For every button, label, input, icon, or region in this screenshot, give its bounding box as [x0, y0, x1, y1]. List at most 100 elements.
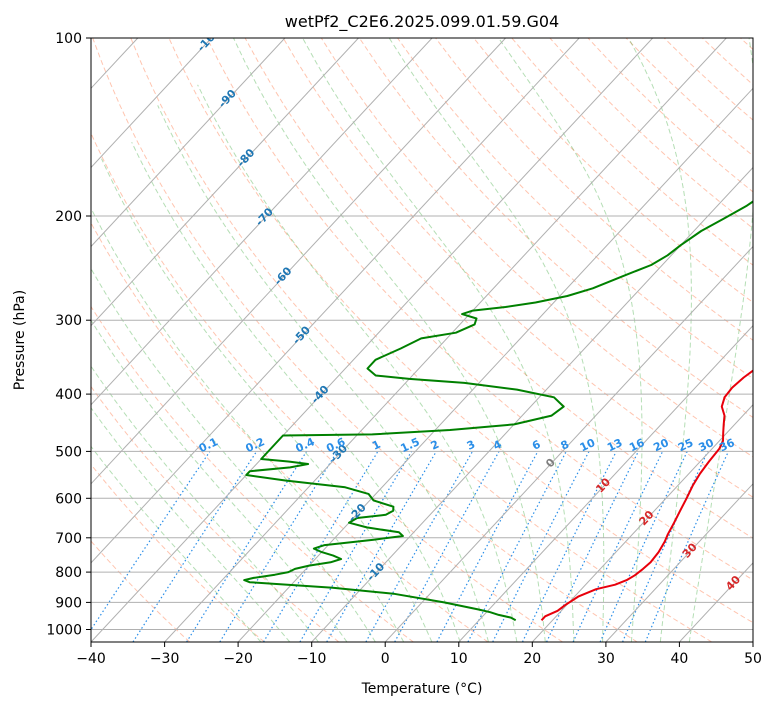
dry-adiabat-line: [91, 540, 191, 642]
dry-adiabat-line: [168, 38, 753, 624]
x-tick-label: 20: [523, 651, 541, 667]
temperature-profile-line: [540, 369, 753, 621]
mixing-ratio-label: 6: [530, 438, 543, 453]
chart-title: wetPf2_C2E6.2025.099.01.59.G04: [285, 12, 559, 32]
isotherm-line: [91, 38, 654, 642]
dry-adiabat-line: [358, 38, 753, 419]
x-axis-label: Temperature (°C): [361, 681, 483, 697]
y-tick-label: 700: [55, 531, 82, 547]
y-tick-label: 200: [55, 209, 82, 225]
dry-adiabat-line: [91, 305, 414, 642]
x-tick-label: −10: [297, 651, 327, 667]
isotherm-line: [384, 245, 753, 642]
moist-adiabat-line: [233, 38, 546, 642]
mixing-ratio-line: [546, 451, 639, 642]
mixing-ratio-label: 8: [559, 438, 571, 453]
mixing-ratio-line: [572, 451, 664, 642]
isotherm-line: [0, 38, 64, 642]
mixing-ratio-label: 30: [697, 436, 717, 454]
moist-adiabat-line: [197, 84, 518, 642]
dry-adiabat-line: [435, 38, 753, 341]
isotherm-line: [458, 324, 753, 642]
isotherm-line: [164, 38, 727, 642]
mixing-ratio-label: 10: [578, 436, 598, 454]
moist-adiabat-line: [498, 38, 643, 642]
mixing-ratio-line: [365, 451, 474, 642]
y-axis-label: Pressure (hPa): [12, 290, 28, 390]
moist-adiabat-line: [91, 445, 262, 642]
mixing-ratio-line: [394, 451, 500, 642]
mixing-ratio-label: 3: [465, 438, 477, 453]
y-tick-label: 100: [55, 31, 82, 47]
sounding-profiles: [243, 200, 753, 622]
x-tick-label: 10: [450, 651, 468, 667]
y-tick-label: 800: [55, 565, 82, 581]
plot-area: -100-90-80-70-60-50-40-30-20-10010203040…: [0, 25, 753, 642]
isotherm-label: -100: [195, 25, 224, 54]
mixing-ratio-line: [219, 451, 338, 642]
mixing-ratio-label: 0.1: [197, 435, 220, 455]
x-tick-label: −30: [150, 651, 180, 667]
dry-adiabat-line: [91, 463, 265, 642]
x-tick-label: −20: [223, 651, 253, 667]
mixing-ratio-label: 13: [605, 436, 624, 454]
isotherm-line: [237, 87, 753, 642]
moist-adiabat-line: [388, 38, 605, 642]
mixing-ratio-label: 0.4: [294, 435, 317, 455]
moist-adiabat-line: [688, 38, 753, 642]
isotherm-line: [91, 38, 212, 169]
mixing-ratio-label: 2: [429, 438, 441, 453]
x-axis: −40 −30 −20 −10 0 10 20 30 40 50: [76, 642, 762, 667]
moist-adiabat-line: [91, 207, 405, 642]
mixing-ratio-label: 16: [627, 436, 647, 454]
x-tick-label: −40: [76, 651, 106, 667]
y-tick-label: 900: [55, 595, 82, 611]
isotherm-grid: [0, 38, 753, 642]
isotherm-line: [605, 483, 753, 642]
x-tick-label: 50: [744, 651, 762, 667]
mixing-ratio-label: 25: [676, 436, 695, 454]
dry-adiabat-line: [397, 38, 753, 380]
mixing-ratio-line: [599, 451, 688, 642]
mixing-ratio-line: [492, 451, 590, 642]
y-tick-label: 600: [55, 491, 82, 507]
moist-adiabat-line: [101, 158, 433, 642]
moist-adiabat-line: [157, 105, 489, 642]
x-tick-label: 40: [670, 651, 688, 667]
dry-adiabat-line: [91, 385, 340, 642]
moist-adiabat-line: [302, 38, 575, 642]
plot-frame: [90, 37, 754, 643]
mixing-ratio-label: 36: [717, 436, 737, 454]
mixing-ratio-labels: 0.1 0.2 0.4 0.6 1 1.5 2 3 4 6 8 10 13 16 20 25 30 36: [197, 435, 737, 455]
dry-adiabat-line: [282, 38, 753, 498]
isotherm-line: [531, 403, 753, 642]
moist-adiabat-line: [91, 267, 376, 642]
y-tick-label: 1000: [46, 623, 82, 639]
isotherm-line: [311, 166, 753, 642]
moist-adiabat-line: [91, 319, 348, 642]
isotherm-line: [91, 38, 433, 406]
dry-adiabat-line: [92, 38, 638, 642]
mixing-ratio-label: 20: [651, 436, 671, 454]
mixing-ratio-line: [91, 451, 211, 631]
dry-adiabat-line: [320, 38, 753, 458]
x-tick-label: 0: [381, 651, 390, 667]
dry-adiabat-line: [130, 38, 713, 642]
dry-adiabat-line: [549, 38, 753, 230]
x-tick-label: 30: [597, 651, 615, 667]
dry-adiabat-line: [91, 132, 563, 642]
isobar-grid: [91, 38, 753, 630]
isotherm-line: [91, 38, 359, 327]
dry-adiabat-line: [740, 38, 753, 51]
mixing-ratio-line: [436, 451, 539, 642]
mixing-ratio-label: 1.5: [399, 435, 422, 455]
isotherm-line: [91, 38, 580, 564]
dry-adiabat-line: [511, 38, 753, 266]
y-tick-label: 400: [55, 387, 82, 403]
dewpoint-profile-line: [243, 200, 753, 622]
y-tick-label: 500: [55, 444, 82, 460]
mixing-ratio-label: 4: [491, 438, 504, 453]
y-axis: 100 200 300 400 500 600 700 800 900 1000: [46, 31, 91, 639]
